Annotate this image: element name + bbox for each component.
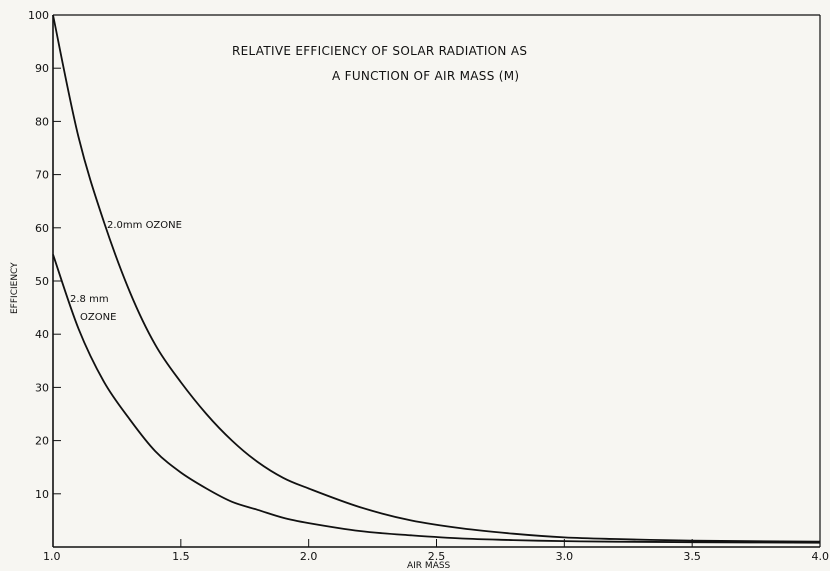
y-axis-title: EFFICIENCY (10, 262, 20, 314)
y-tick-label: 10 (35, 488, 49, 501)
x-tick-label: 2.5 (428, 550, 446, 563)
series-label-28mm: 2.8 mm OZONE (70, 294, 116, 323)
x-axis-title: AIR MASS (407, 561, 451, 571)
x-tick-label: 3.0 (556, 550, 574, 563)
y-tick-label: 50 (35, 275, 49, 288)
series-label-28mm-line-1: 2.8 mm (70, 294, 109, 305)
axis-ticks: 10 20 30 40 50 60 70 80 90 100 1.0 1.5 2.0 2.5 3.0 3.5 4… (28, 9, 829, 563)
y-tick-label: 30 (35, 381, 49, 394)
x-tick-label: 1.0 (43, 550, 61, 563)
x-tick-label: 2.0 (300, 550, 318, 563)
chart-title: RELATIVE EFFICIENCY OF SOLAR RADIATION A… (232, 44, 527, 83)
series-label-2mm: 2.0mm OZONE (107, 220, 182, 231)
series-label-2mm-line-1: 2.0mm OZONE (107, 220, 182, 231)
chart-title-line-2: A FUNCTION OF AIR MASS (M) (332, 69, 519, 83)
y-tick-label: 20 (35, 435, 49, 448)
series-line-28mm-ozone (52, 254, 821, 544)
y-tick-label: 80 (35, 115, 49, 128)
y-tick-label: 60 (35, 222, 49, 235)
series-lines (52, 14, 821, 544)
series-line-2mm-ozone (52, 14, 821, 543)
y-tick-label: 100 (28, 9, 49, 22)
x-tick-label: 4.0 (812, 550, 830, 563)
x-tick-label: 3.5 (683, 550, 701, 563)
y-tick-label: 90 (35, 62, 49, 75)
axes (52, 14, 821, 548)
y-tick-label: 40 (35, 328, 49, 341)
y-tick-label: 70 (35, 169, 49, 182)
x-tick-label: 1.5 (172, 550, 190, 563)
series-label-28mm-line-2: OZONE (80, 312, 116, 323)
chart-title-line-1: RELATIVE EFFICIENCY OF SOLAR RADIATION A… (232, 44, 527, 58)
